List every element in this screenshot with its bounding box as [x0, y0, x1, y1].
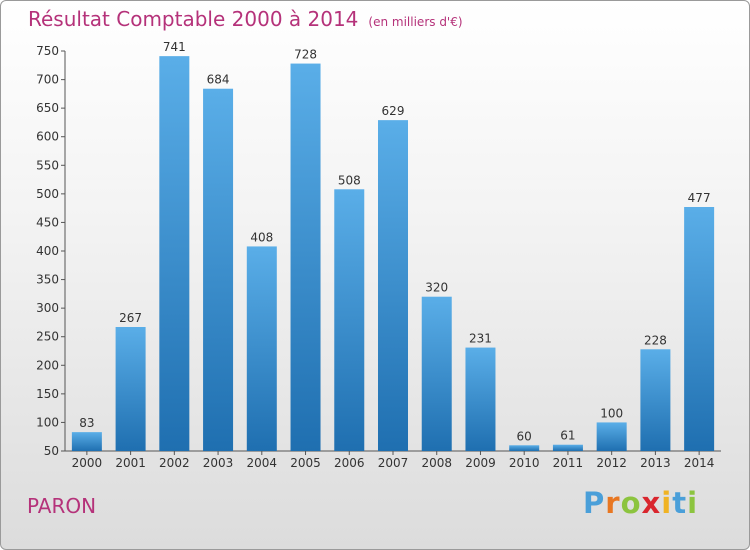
y-tick-label: 550 [36, 158, 59, 172]
x-tick-label: 2006 [334, 456, 365, 470]
y-tick-label: 50 [44, 444, 59, 458]
logo-letter: x [641, 486, 662, 520]
y-tick-label: 300 [36, 301, 59, 315]
bar [71, 432, 102, 451]
chart-subtitle: (en milliers d'€) [368, 15, 463, 29]
x-tick-label: 2004 [247, 456, 278, 470]
y-tick-label: 700 [36, 73, 59, 87]
y-tick-label: 450 [36, 215, 59, 229]
y-tick-label: 600 [36, 130, 59, 144]
x-tick-label: 2007 [378, 456, 409, 470]
y-tick-label: 400 [36, 244, 59, 258]
proxiti-logo: Proxiti [583, 486, 698, 520]
y-tick-label: 750 [36, 44, 59, 58]
y-tick-label: 250 [36, 330, 59, 344]
bar-value-label: 408 [250, 230, 273, 244]
x-tick-label: 2002 [159, 456, 190, 470]
x-tick-label: 2005 [290, 456, 321, 470]
logo-letter: i [661, 486, 673, 520]
bar-value-label: 728 [294, 48, 317, 62]
bar [334, 189, 365, 452]
bar-value-label: 508 [338, 173, 361, 187]
logo-letter: o [620, 486, 642, 520]
chart-title: Résultat Comptable 2000 à 2014 (en millie… [28, 7, 463, 31]
bar-value-label: 61 [560, 429, 575, 443]
bar-value-label: 320 [425, 281, 448, 295]
bar [552, 444, 583, 451]
y-tick-label: 650 [36, 101, 59, 115]
bar-value-label: 228 [644, 333, 667, 347]
place-name: PARON [27, 494, 97, 518]
x-tick-label: 2014 [684, 456, 715, 470]
logo-letter: P [583, 486, 606, 520]
y-tick-label: 200 [36, 358, 59, 372]
bar [465, 347, 496, 451]
bar [421, 296, 452, 451]
x-tick-label: 2012 [596, 456, 627, 470]
logo-letter: r [605, 486, 621, 520]
title-text: Résultat Comptable 2000 à 2014 [28, 7, 359, 31]
bar [378, 120, 408, 452]
bar-value-label: 83 [79, 416, 94, 430]
x-tick-label: 2011 [553, 456, 584, 470]
x-tick-label: 2000 [72, 456, 103, 470]
y-tick-label: 150 [36, 387, 59, 401]
x-tick-label: 2001 [115, 456, 146, 470]
bar-value-label: 231 [469, 332, 492, 346]
bar-value-label: 684 [207, 73, 230, 87]
bar-value-label: 629 [382, 104, 405, 118]
x-tick-label: 2003 [203, 456, 234, 470]
bar [509, 445, 540, 451]
bar-value-label: 100 [600, 406, 623, 420]
bar-value-label: 477 [688, 191, 711, 205]
y-tick-label: 350 [36, 273, 59, 287]
bar [684, 207, 715, 451]
logo-letter: t [672, 486, 688, 520]
x-tick-label: 2009 [465, 456, 496, 470]
bar [159, 56, 190, 452]
x-tick-label: 2008 [421, 456, 452, 470]
bar [640, 349, 671, 451]
y-tick-label: 500 [36, 187, 59, 201]
bar-value-label: 741 [163, 40, 186, 54]
bar-value-label: 60 [517, 429, 532, 443]
x-tick-label: 2010 [509, 456, 540, 470]
bar [203, 88, 234, 451]
bar-value-label: 267 [119, 311, 142, 325]
bar [596, 422, 627, 451]
y-tick-label: 100 [36, 415, 59, 429]
bar [290, 63, 321, 451]
logo-letter: i [687, 486, 699, 520]
x-tick-label: 2013 [640, 456, 671, 470]
bar [246, 246, 277, 451]
bar [115, 327, 146, 451]
